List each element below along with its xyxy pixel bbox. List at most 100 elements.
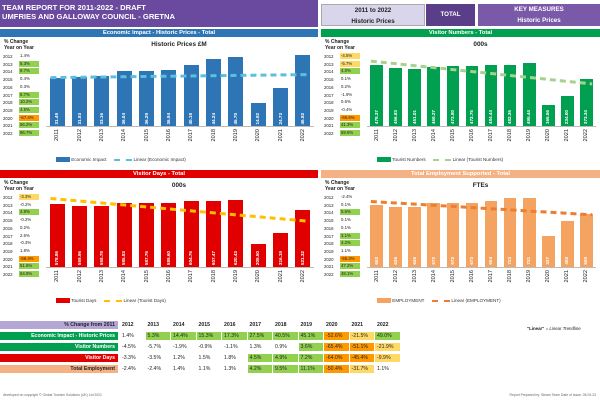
- pct-year: 2016: [3, 225, 13, 231]
- bar: [228, 56, 244, 126]
- pct-year: 2014: [3, 69, 13, 75]
- table-cell: 1.1%: [198, 366, 211, 372]
- bar: [116, 71, 132, 126]
- pct-year: 2017: [324, 92, 334, 98]
- pct-row: 2018 4.2%: [324, 240, 361, 247]
- table-year-header: 2020: [326, 322, 338, 328]
- x-tick-label: 2017: [488, 270, 495, 283]
- pct-row: 2016 0.1%: [324, 225, 361, 232]
- total-employment-chart: 652 2011 636 2012 636 2013 672 2014 672 2015 673 20…: [367, 192, 596, 282]
- table-year-header: 2018: [275, 322, 287, 328]
- pct-row: 2018 0.6%: [324, 99, 361, 106]
- bar: [446, 66, 460, 126]
- bar: [503, 198, 517, 267]
- pct-value: 2.6%: [20, 232, 30, 238]
- table-year-header: 2015: [198, 322, 211, 328]
- table-header-label: % Change from 2011: [0, 321, 118, 329]
- x-tick-label: 2019: [232, 129, 239, 142]
- pct-row: 2021 41.3%: [324, 122, 361, 129]
- trend-line-layer: [370, 59, 593, 86]
- trend-line: [50, 197, 310, 223]
- table-cell: 0.9%: [275, 344, 287, 350]
- pct-year: 2014: [324, 210, 334, 216]
- pct-year: 2012: [3, 54, 13, 59]
- pct-row: 2020 -67.4%: [3, 114, 40, 122]
- pct-year: 2021: [324, 264, 334, 270]
- pct-year: 2018: [3, 241, 13, 247]
- pct-row: 2015 0.4%: [3, 76, 40, 83]
- table-cell: 14.4%: [171, 332, 196, 340]
- pct-row: 2015 -0.2%: [3, 217, 40, 224]
- visitor-numbers-panel: Visitor Numbers - Total % Change Year on …: [321, 29, 600, 167]
- x-tick-label: 2012: [392, 270, 399, 283]
- table-cell: -2.4%: [122, 366, 136, 372]
- table-cell: 1.2%: [173, 355, 185, 361]
- pct-value: 48.1%: [340, 271, 360, 277]
- pct-year: 2012: [3, 195, 13, 200]
- table-cell: -50.4%: [324, 365, 349, 373]
- bar: [295, 210, 311, 267]
- pct-value: 9.7%: [19, 68, 39, 75]
- pct-value: 1.8%: [20, 247, 30, 253]
- pct-row: 2017 -1.9%: [324, 92, 361, 99]
- pct-value: -66.4%: [19, 255, 39, 262]
- x-tick-label: 2018: [210, 270, 217, 283]
- bar: [484, 64, 498, 126]
- table-cell: 9.5%: [273, 365, 298, 373]
- pct-value: -5.7%: [340, 60, 360, 67]
- pct-row: 2021 47.2%: [324, 263, 361, 270]
- bar: [580, 213, 593, 267]
- x-tick-label: 2017: [488, 129, 495, 142]
- x-tick-label: 2011: [373, 129, 380, 142]
- pct-year: 2013: [324, 61, 334, 67]
- economic-impact-panel-title: Economic Impact - Historic Prices - Tota…: [0, 29, 318, 37]
- bar: [116, 203, 132, 267]
- pct-row: 2012 -2.4%: [324, 194, 361, 201]
- pct-row: 2012 1.4%: [3, 53, 40, 60]
- table-cell: 1.5%: [198, 355, 211, 361]
- table-year-header: 2019: [300, 322, 313, 328]
- x-tick-label: 2022: [299, 270, 306, 283]
- table-cell: -65.4%: [324, 343, 349, 351]
- total-button[interactable]: TOTAL: [426, 4, 475, 26]
- table-cell: 1.4%: [173, 366, 185, 372]
- pct-value: 0.2%: [20, 224, 30, 230]
- pct-year: 2021: [324, 123, 334, 129]
- total-employment-panel-title: Total Employment Supported - Total: [321, 170, 600, 178]
- pct-change-header: % Change Year on Year: [325, 39, 355, 51]
- pct-row: 2018 -0.3%: [3, 240, 40, 247]
- pct-value: -67.4%: [19, 114, 39, 121]
- table-year-header: 2022: [377, 322, 389, 328]
- x-tick-label: 2016: [165, 270, 172, 283]
- year-range-button[interactable]: 2011 to 2022 Historic Prices: [321, 4, 425, 26]
- bar: [561, 96, 574, 126]
- bar: [49, 204, 65, 267]
- pct-value: 0.1%: [341, 76, 351, 82]
- pct-year: 2020: [324, 256, 334, 262]
- table-cell: -3.5%: [147, 355, 162, 361]
- pct-year: 2017: [3, 233, 13, 239]
- bar: [228, 199, 244, 267]
- bar: [561, 221, 574, 267]
- pct-row: 2013 0.1%: [324, 202, 361, 209]
- bar: [139, 203, 154, 267]
- bar: [161, 203, 177, 267]
- visitor-days-panel: Visitor Days - Total % Change Year on Yea…: [0, 170, 318, 308]
- chart-legend: EMPLOYMENT Linear (EMPLOYMENT): [377, 298, 501, 304]
- legend-bar-label: EMPLOYMENT: [392, 298, 425, 303]
- bar: [94, 206, 110, 267]
- legend-bar-label: Tourist Days: [71, 298, 97, 303]
- footer-copyright: developed on copyright © Global Tourism …: [3, 393, 102, 397]
- x-tick-label: 2015: [449, 129, 456, 142]
- table-cell: -9.9%: [375, 354, 400, 362]
- bar: [541, 235, 555, 267]
- x-tick-label: 2012: [76, 129, 83, 142]
- pct-year: 2019: [3, 248, 13, 254]
- pct-row: 2022 59.5%: [324, 130, 361, 137]
- economic-impact-panel: Economic Impact - Historic Prices - Tota…: [0, 29, 318, 167]
- pct-row: 2015 0.1%: [324, 76, 361, 83]
- table-cell: -45.4%: [349, 354, 374, 362]
- pct-value: -0.3%: [20, 240, 32, 246]
- legend-line-label: Linear (Economic Impact): [133, 157, 186, 162]
- key-measures-button[interactable]: KEY MEASURES Historic Prices: [478, 4, 600, 26]
